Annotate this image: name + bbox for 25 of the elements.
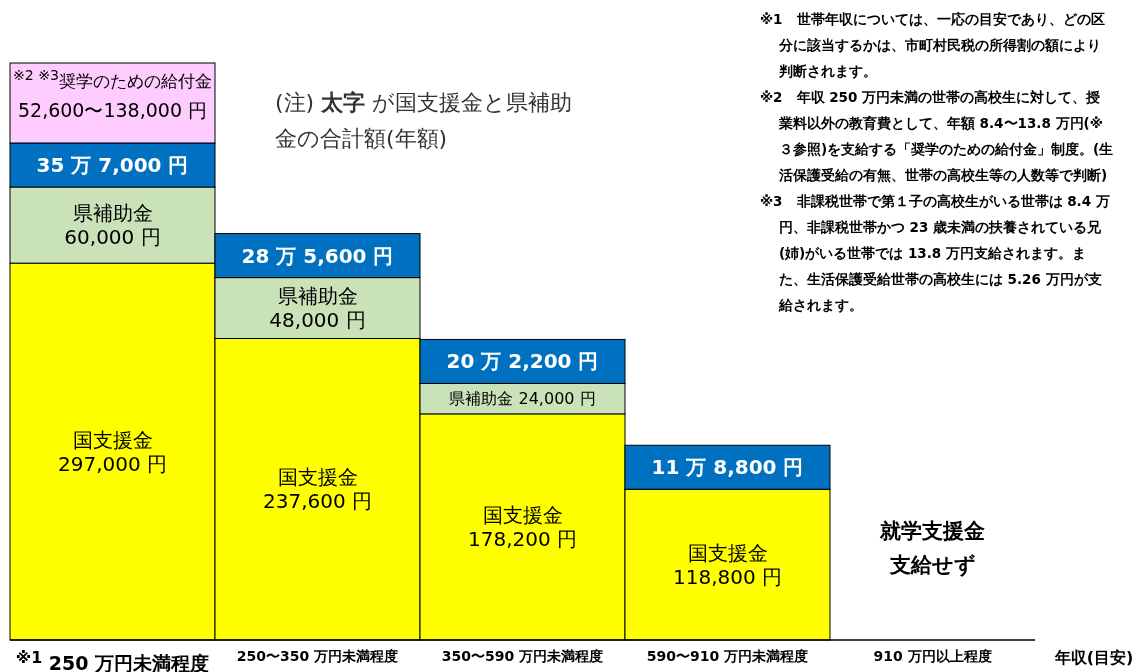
annotation: 就学支援金支給せず <box>879 518 986 579</box>
series-label: 県補助金 <box>277 284 358 309</box>
text: ※2 年収 250 万円未満の世帯の高校生に対して、授業料以外の教育費として、年額 8.4〜13.8 万円(※３参照)を支給する「奨学のための給付金」制度。(生活保護受給の有無、世帯の高校生等の人数等で判断) <box>760 88 1114 185</box>
x-axis-title: 年収(目安) <box>1053 648 1135 668</box>
text: $^{※2 ※3}$奨学のための給付金 <box>11 67 214 92</box>
series-label: 国支援金 <box>687 540 768 565</box>
text: ※1 世帯年収については、一応の目安であり、どの区分に該当するかは、市町村民税の所得割の額により判断されます。 <box>760 10 1106 81</box>
x-tick-label: 350〜590 万円未満程度 <box>440 648 605 665</box>
data-label: 237,600 円 <box>262 489 373 514</box>
x-tick-label: 250〜350 万円未満程度 <box>236 648 399 664</box>
data-label: 178,200 円 <box>467 526 578 551</box>
text: 国支援金 <box>72 427 153 452</box>
text: 県補助金 <box>72 201 153 226</box>
text: 52,600〜138,000 円 <box>16 99 209 122</box>
x-tick-label: 910 万円以上程度 <box>872 648 993 665</box>
text: 県補助金 24,000 円 <box>449 389 596 409</box>
data-label: 118,800 円 <box>672 564 783 589</box>
text: (注) 太字 が国支援金と県補助金の合計額(年額) <box>275 89 574 154</box>
annotation: ※3 非課税世帯で第１子の高校生がいる世帯は 8.4 万円、非課税世帯かつ 23 歳未満の扶養されている兄(姉)がいる世帯では 13.8 万円支給されます。また、生活保護受給世帯の高校生には 5.26 万円が支給されます。 <box>760 192 1111 315</box>
data-label: 297,000 円 <box>57 451 168 476</box>
data-label: 48,000 円 <box>269 308 366 333</box>
data-label: 60,000 円 <box>64 225 161 250</box>
text: 国支援金 <box>277 465 358 490</box>
text: 国支援金 <box>482 502 563 527</box>
x-tick-label: 590〜910 万円未満程度 <box>645 648 810 665</box>
